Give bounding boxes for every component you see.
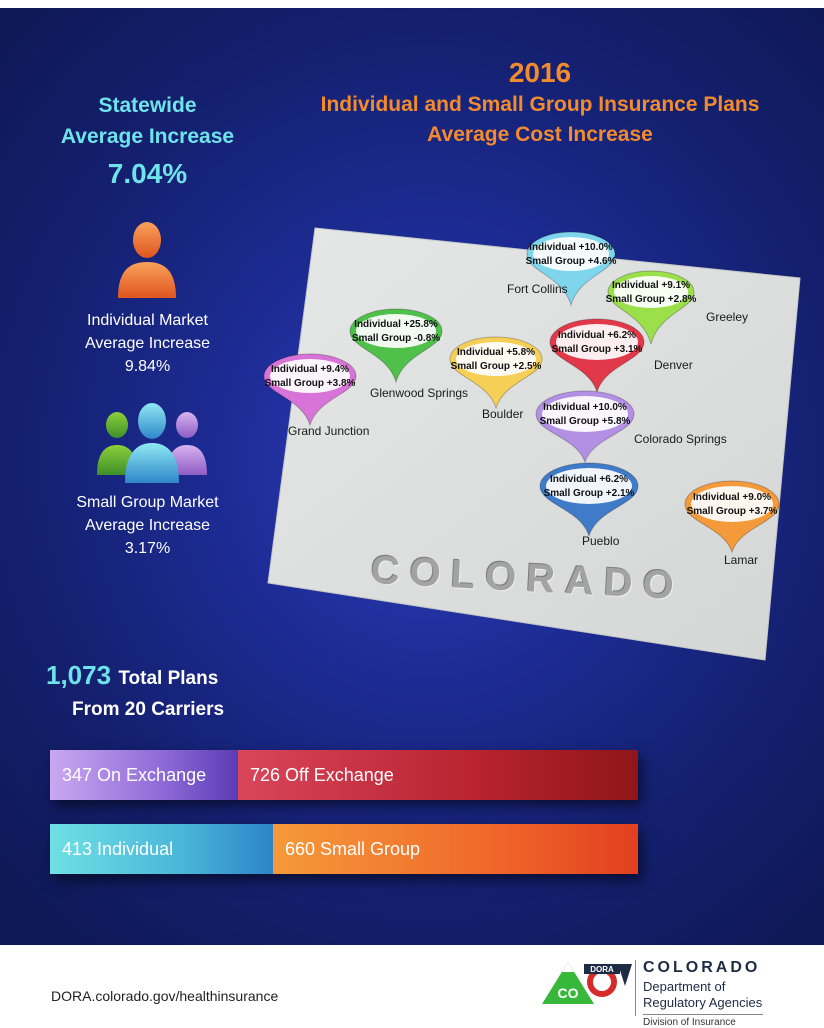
off-exchange-segment: 726 Off Exchange: [238, 750, 638, 800]
individual-market-label-1: Individual Market: [87, 312, 208, 329]
page-title: 2016 Individual and Small Group Insuranc…: [270, 56, 810, 150]
statewide-label-2: Average Increase: [60, 125, 235, 148]
city-label: Lamar: [724, 553, 759, 567]
pin-marker-icon: [684, 480, 780, 554]
small-group-segment: 660 Small Group: [273, 824, 638, 874]
city-label: Glenwood Springs: [370, 386, 469, 400]
infographic-panel: COLORADO Individual +10.0% Small Group +4…: [0, 8, 824, 945]
pin-small-group-text: Small Group +2.5%: [450, 361, 542, 372]
pin-individual-text: Individual +9.0%: [692, 492, 772, 503]
city-pin: Individual +9.4% Small Group +3.8%: [259, 353, 361, 429]
city-label: Fort Collins: [507, 282, 568, 296]
small-group-market-label-2: Average Increase: [84, 517, 211, 534]
city-pin: Individual +10.0% Small Group +4.6%: [522, 231, 620, 309]
pin-small-group-text: Small Group +3.1%: [551, 344, 643, 355]
carriers-count: From 20 Carriers: [72, 699, 225, 720]
logo-divider: [635, 960, 636, 1016]
city-label: Denver: [654, 358, 693, 372]
pin-marker-icon: [449, 336, 543, 410]
pin-individual-text: Individual +6.2%: [557, 330, 637, 341]
individual-market-increase: Individual Market Average Increase 9.84%: [40, 309, 255, 378]
city-pin: Individual +6.2% Small Group +2.1%: [535, 462, 643, 540]
total-plans: 1,073 Total Plans: [46, 658, 218, 696]
pin-individual-text: Individual +9.4%: [270, 364, 350, 375]
footer-url[interactable]: DORA.colorado.gov/healthinsurance: [51, 988, 279, 1004]
city-label: Colorado Springs: [634, 432, 727, 446]
pin-marker-icon: [549, 318, 645, 394]
pin-marker-icon: [535, 390, 635, 464]
individual-segment: 413 Individual: [50, 824, 273, 874]
statewide-label-1: Statewide: [98, 94, 197, 117]
logo-badge-dora: DORA: [590, 965, 614, 974]
dora-logo-icon: CO DORA: [542, 962, 632, 1004]
logo-dept-line-1: Department of: [643, 979, 726, 994]
logo-dept-line-2: Regulatory Agencies: [643, 995, 763, 1010]
small-group-market-value: 3.17%: [124, 540, 171, 557]
city-pin: Individual +5.8% Small Group +2.5%: [445, 336, 547, 412]
small-group-market-increase: Small Group Market Average Increase 3.17…: [40, 491, 255, 560]
pin-small-group-text: Small Group +4.6%: [525, 256, 617, 267]
logo-division: Division of Insurance: [643, 1014, 763, 1028]
small-group-market-label-1: Small Group Market: [76, 494, 219, 511]
city-pin: Individual +10.0% Small Group +5.8%: [531, 390, 639, 466]
statewide-value: 7.04%: [107, 158, 188, 189]
group-icon: [97, 403, 207, 483]
total-plans-label: Total Plans: [118, 668, 219, 689]
pin-individual-text: Individual +10.0%: [529, 242, 613, 253]
pin-individual-text: Individual +6.2%: [549, 474, 629, 485]
pin-marker-icon: [607, 270, 695, 346]
city-pin: Individual +9.1% Small Group +2.8%: [603, 270, 699, 348]
city-pin: Individual +25.8% Small Group -0.8%: [345, 308, 447, 386]
pin-individual-text: Individual +9.1%: [611, 280, 691, 291]
pin-marker-icon: [526, 231, 616, 307]
city-label: Boulder: [482, 407, 524, 421]
city-pin: Individual +9.0% Small Group +3.7%: [680, 480, 784, 556]
pin-marker-icon: [349, 308, 443, 384]
pin-individual-text: Individual +25.8%: [354, 319, 438, 330]
logo-state: COLORADO: [643, 959, 761, 976]
logo-badge-co: CO: [558, 985, 579, 1001]
pin-marker-icon: [263, 353, 357, 427]
market-bar: 413 Individual 660 Small Group: [50, 824, 638, 874]
city-pin: Individual +6.2% Small Group +3.1%: [545, 318, 649, 396]
title-line-1: Individual and Small Group Insurance Pla…: [320, 93, 760, 116]
city-label: Pueblo: [582, 534, 620, 548]
title-year: 2016: [508, 57, 572, 88]
city-label: Grand Junction: [288, 424, 370, 438]
pin-small-group-text: Small Group +2.8%: [605, 294, 697, 305]
pin-small-group-text: Small Group +2.1%: [543, 488, 635, 499]
exchange-bar: 347 On Exchange 726 Off Exchange: [50, 750, 638, 800]
on-exchange-segment: 347 On Exchange: [50, 750, 238, 800]
total-plans-count: 1,073: [46, 660, 112, 690]
individual-market-value: 9.84%: [124, 358, 171, 375]
pin-small-group-text: Small Group -0.8%: [351, 333, 441, 344]
city-label: Greeley: [706, 310, 749, 324]
pin-small-group-text: Small Group +5.8%: [539, 416, 631, 427]
person-icon: [118, 222, 176, 298]
pin-small-group-text: Small Group +3.8%: [264, 378, 356, 389]
individual-market-label-2: Average Increase: [84, 335, 211, 352]
statewide-increase: Statewide Average Increase 7.04%: [40, 90, 255, 194]
pin-individual-text: Individual +10.0%: [543, 402, 627, 413]
pin-marker-icon: [539, 462, 639, 538]
title-line-2: Average Cost Increase: [427, 123, 653, 146]
dora-logo-text: COLORADO Department of Regulatory Agenci…: [643, 958, 763, 1028]
pin-individual-text: Individual +5.8%: [456, 347, 536, 358]
pin-small-group-text: Small Group +3.7%: [686, 506, 778, 517]
